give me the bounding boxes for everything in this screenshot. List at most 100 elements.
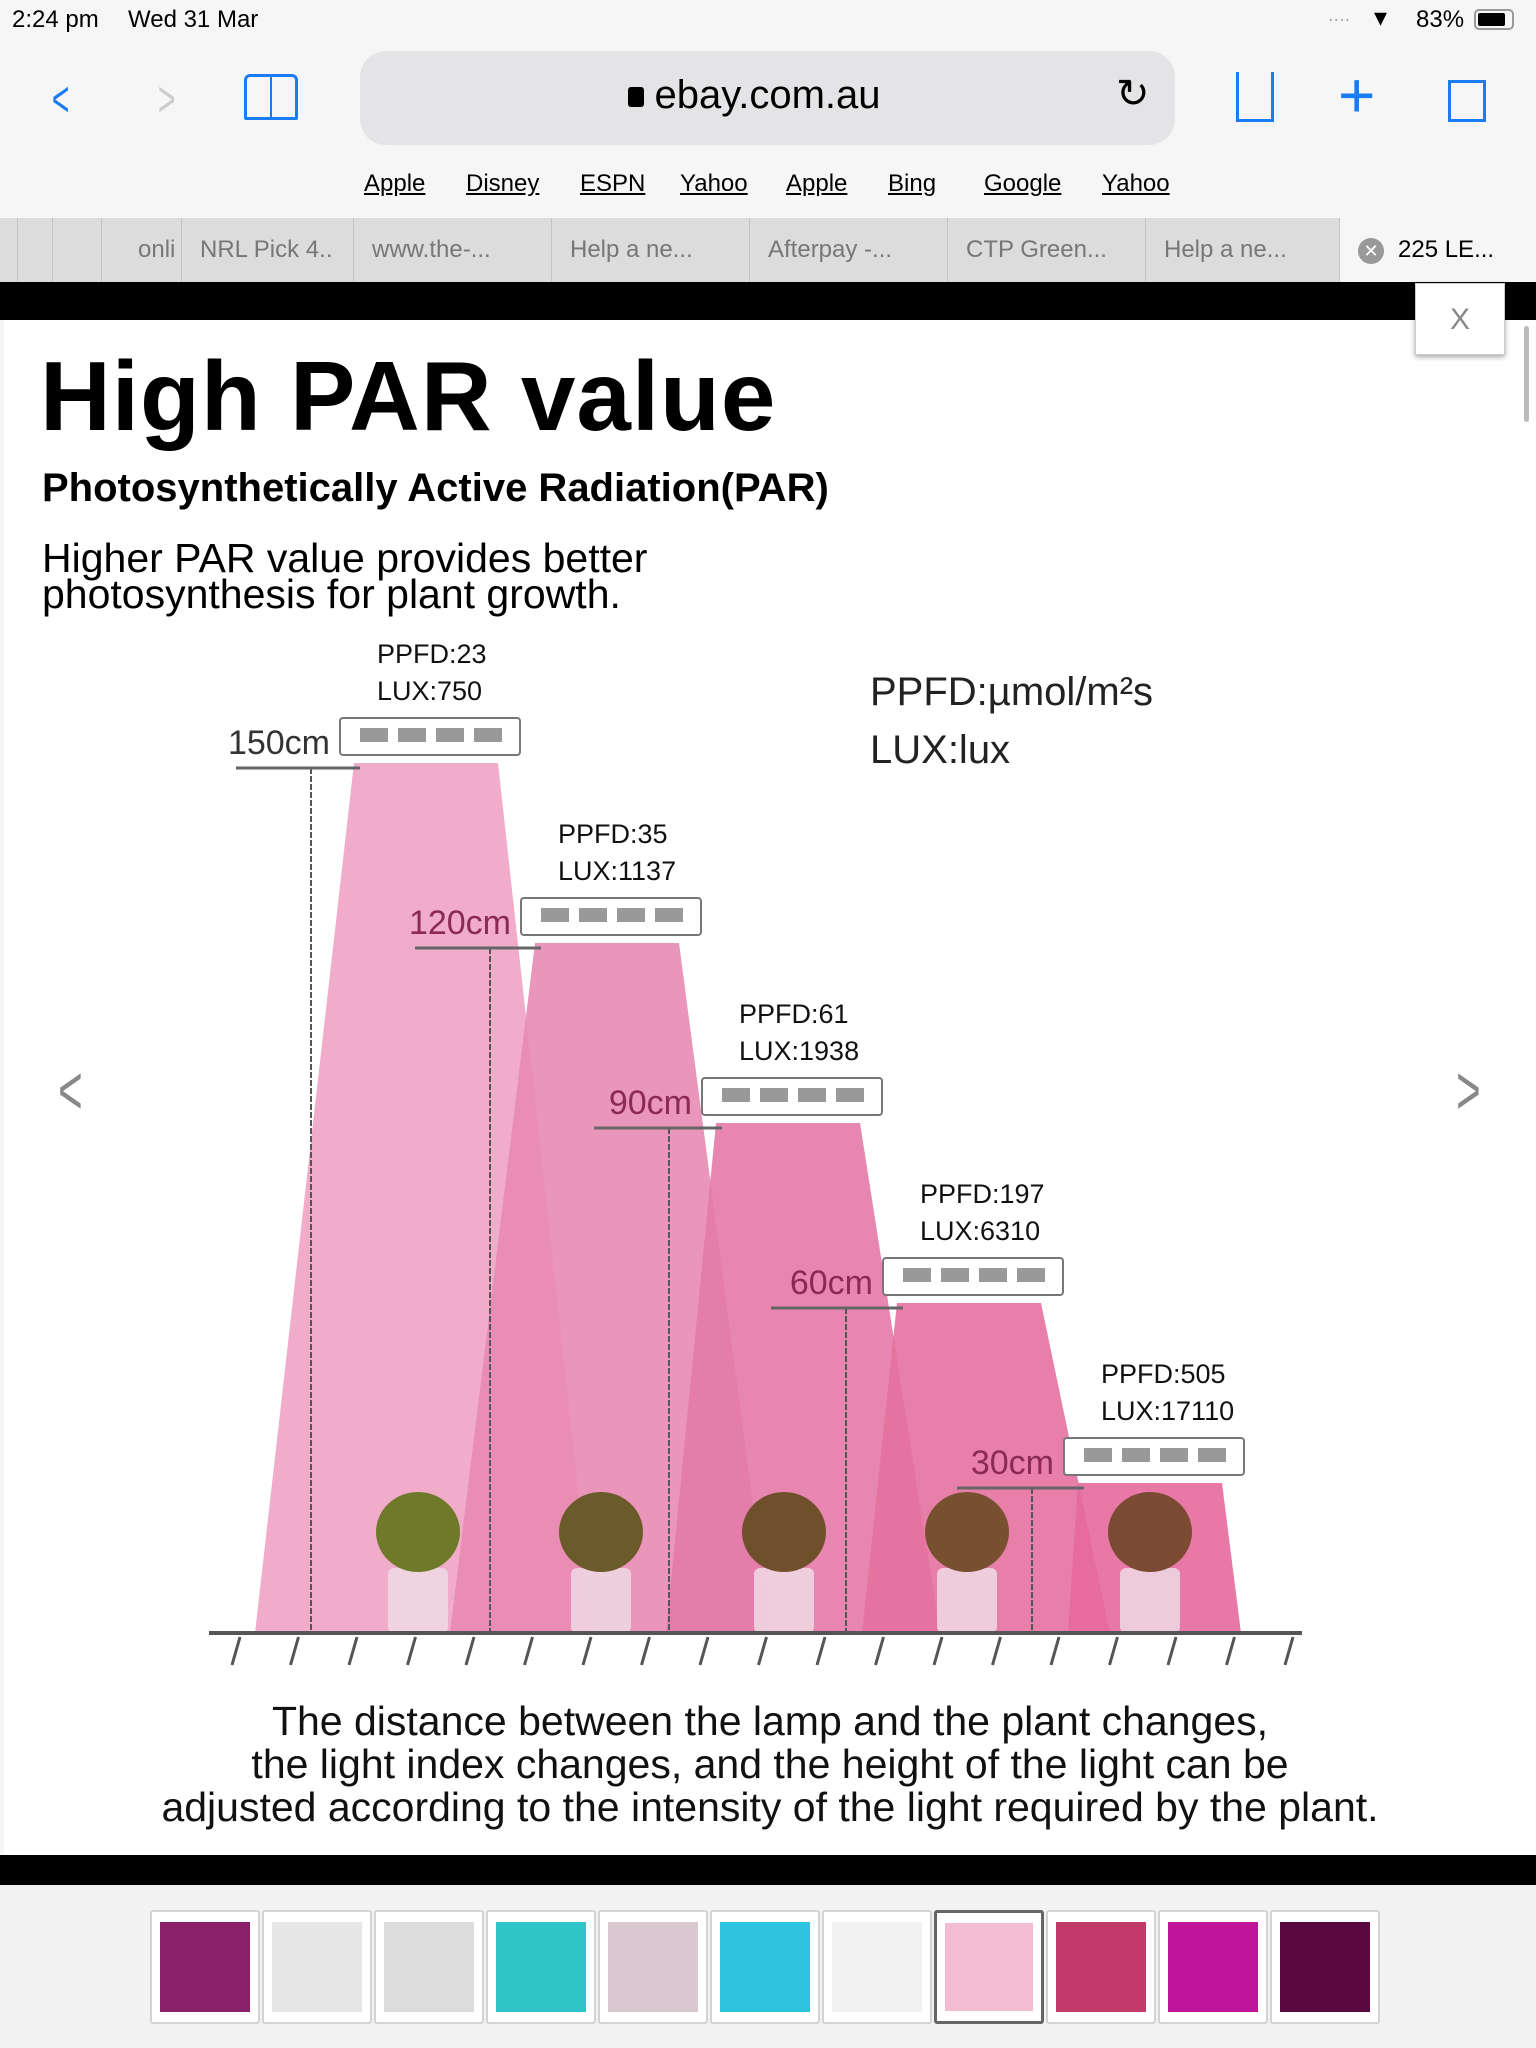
thumbnail[interactable] — [710, 1910, 820, 2024]
grow-lamp — [701, 1077, 883, 1116]
share-icon[interactable] — [1236, 72, 1274, 122]
led-module — [1084, 1448, 1112, 1462]
favorite-link[interactable]: Yahoo — [1102, 170, 1170, 197]
tab[interactable]: CTP Green... — [947, 218, 1145, 282]
status-bar: 2:24 pm Wed 31 Mar .... ▾ 83% — [0, 0, 1536, 44]
thumbnail[interactable] — [822, 1910, 932, 2024]
favorite-link[interactable]: ESPN — [580, 170, 646, 197]
thumbnail-image — [832, 1922, 922, 2012]
tab-bar: onli NRL Pick 4.. www.the-... Help a ne.… — [0, 218, 1536, 282]
plant-icon — [925, 1492, 1009, 1572]
lock-icon — [628, 87, 644, 107]
height-label: 150cm — [228, 724, 330, 762]
plant-icon — [559, 1492, 643, 1572]
image-title: High PAR value — [40, 341, 777, 451]
grow-lamp — [520, 897, 702, 936]
new-tab-icon[interactable]: + — [1338, 59, 1376, 131]
caption: The distance between the lamp and the pl… — [100, 1700, 1440, 1829]
back-button[interactable]: < — [51, 71, 70, 127]
bookmarks-icon[interactable] — [244, 74, 298, 120]
signal-icon: .... — [1328, 4, 1351, 26]
height-label: 60cm — [790, 1264, 873, 1302]
favorite-link[interactable]: Apple — [786, 170, 848, 197]
tabs-icon[interactable] — [1448, 80, 1486, 122]
led-module — [655, 908, 683, 922]
plant-icon — [742, 1492, 826, 1572]
ground-hatch — [757, 1636, 768, 1666]
next-image-button[interactable]: > — [1456, 1051, 1481, 1129]
forward-button[interactable]: > — [157, 71, 176, 127]
reload-icon[interactable]: ↻ — [1116, 72, 1150, 116]
thumbnail[interactable] — [598, 1910, 708, 2024]
led-module — [541, 908, 569, 922]
ground-hatch — [640, 1636, 651, 1666]
tab[interactable]: www.the-... — [353, 218, 551, 282]
plant-icon — [1108, 1492, 1192, 1572]
thumbnail-image — [608, 1922, 698, 2012]
close-viewer-button[interactable]: X — [1415, 283, 1505, 355]
ground-hatch — [1283, 1636, 1295, 1666]
favorite-link[interactable]: Bing — [888, 170, 937, 197]
previous-image-button[interactable]: < — [58, 1051, 83, 1129]
height-label: 30cm — [971, 1444, 1054, 1482]
caption-line: adjusted according to the intensity of t… — [161, 1784, 1379, 1830]
ppfd-label: PPFD:61 — [739, 999, 849, 1029]
tab[interactable]: Help a ne... — [551, 218, 749, 282]
lux-label: LUX:17110 — [1101, 1396, 1234, 1426]
thumbnail[interactable] — [486, 1910, 596, 2024]
thumbnail[interactable] — [1046, 1910, 1156, 2024]
tab[interactable]: NRL Pick 4.. — [181, 218, 353, 282]
thumbnail[interactable] — [374, 1910, 484, 2024]
ground-hatch — [1049, 1636, 1061, 1666]
close-tab-icon[interactable]: ✕ — [1358, 238, 1384, 264]
tab[interactable]: Help a ne... — [1145, 218, 1339, 282]
ground-hatch — [1108, 1636, 1119, 1666]
thumbnail-strip — [0, 1885, 1536, 2048]
battery-percent: 83% — [1416, 6, 1465, 33]
viewer-top-band — [0, 282, 1536, 320]
thumbnail[interactable] — [150, 1910, 260, 2024]
grow-lamp — [339, 717, 521, 756]
favorite-link[interactable]: Apple — [364, 170, 426, 197]
thumbnail-image — [720, 1922, 810, 2012]
thumbnail-image — [384, 1922, 474, 2012]
tab-title: 225 LE... — [1398, 236, 1495, 263]
favorite-link[interactable]: Disney — [466, 170, 540, 197]
tab[interactable] — [52, 218, 101, 282]
favorite-link[interactable]: Yahoo — [680, 170, 748, 197]
time: 2:24 pm — [12, 6, 99, 33]
ppfd-label: PPFD:23 — [377, 639, 487, 669]
thumbnail-image — [160, 1922, 250, 2012]
ppfd-label: PPFD:35 — [558, 819, 668, 849]
ground-hatch — [523, 1636, 534, 1666]
tab[interactable]: Afterpay -... — [749, 218, 947, 282]
thumbnail[interactable] — [934, 1910, 1044, 2024]
plant-icon — [376, 1492, 460, 1572]
thumbnail-image — [1056, 1922, 1146, 2012]
led-module — [836, 1088, 864, 1102]
thumbnail[interactable] — [262, 1910, 372, 2024]
ground-hatch — [230, 1636, 242, 1666]
tab[interactable]: onli — [101, 218, 181, 282]
led-module — [760, 1088, 788, 1102]
ground-hatch — [289, 1636, 300, 1666]
tab[interactable] — [17, 218, 36, 282]
address-bar[interactable]: ebay.com.au ↻ — [360, 51, 1175, 145]
ground-hatch — [464, 1636, 476, 1666]
led-module — [941, 1268, 969, 1282]
thumbnail-image — [1168, 1922, 1258, 2012]
thumbnail[interactable] — [1270, 1910, 1380, 2024]
tab-active[interactable]: ✕ 225 LE... — [1339, 218, 1536, 282]
thumbnail[interactable] — [1158, 1910, 1268, 2024]
scrollbar[interactable] — [1524, 326, 1529, 422]
ppfd-label: PPFD:505 — [1101, 1359, 1226, 1389]
light-beam — [862, 1303, 1110, 1633]
url-text[interactable]: ebay.com.au — [654, 73, 881, 117]
favorite-link[interactable]: Google — [984, 170, 1062, 197]
caption-line: The distance between the lamp and the pl… — [271, 1698, 1269, 1744]
lux-label: LUX:6310 — [920, 1216, 1040, 1246]
led-module — [979, 1268, 1007, 1282]
lux-label: LUX:1137 — [558, 856, 676, 886]
ground-hatch — [406, 1636, 417, 1666]
plant-pot — [1120, 1568, 1180, 1633]
